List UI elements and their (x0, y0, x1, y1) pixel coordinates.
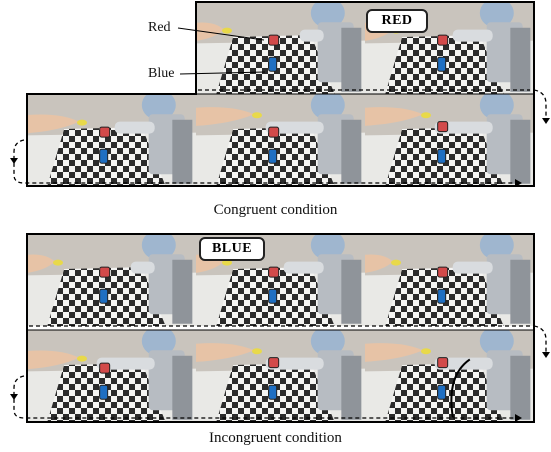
arrow-head (515, 179, 522, 187)
blue-leader-line (179, 71, 266, 75)
trajectory-line (450, 358, 471, 418)
robot (434, 94, 531, 184)
yellow-object (77, 355, 87, 362)
robot (96, 330, 193, 420)
human-hand (365, 254, 393, 273)
yellow-object (222, 27, 232, 34)
arrow-head (542, 118, 550, 124)
red-block (99, 362, 111, 374)
video-frame (196, 2, 365, 94)
blue-block (437, 384, 447, 400)
red-block (437, 266, 449, 278)
robot (283, 234, 362, 324)
arrow-head (10, 158, 18, 164)
red-block (437, 357, 449, 369)
incongruent-speech-callout: BLUE (199, 237, 265, 261)
video-frame (196, 234, 365, 326)
red-block (99, 266, 111, 278)
robot (452, 2, 531, 92)
yellow-object (421, 348, 431, 355)
blue-block (437, 56, 447, 72)
human-hand (196, 22, 224, 41)
yellow-object (421, 112, 431, 119)
video-frame (365, 94, 534, 186)
congruent-speech-callout: RED (366, 9, 428, 33)
congruent-caption: Congruent condition (213, 202, 338, 218)
video-frame (196, 94, 365, 186)
video-frame (27, 234, 196, 326)
robot (434, 330, 531, 420)
red-label: Red (148, 20, 171, 35)
human-hand (27, 114, 79, 134)
blue-label: Blue (148, 66, 175, 81)
incongruent-caption: Incongruent condition (209, 430, 342, 446)
human-hand (365, 107, 423, 126)
human-hand (365, 343, 423, 362)
blue-block (99, 148, 109, 164)
red-block (437, 34, 449, 46)
human-hand (27, 254, 55, 273)
red-leader-line (177, 27, 265, 41)
arrow-head (10, 394, 18, 400)
blue-block (99, 384, 109, 400)
video-frame (365, 330, 534, 422)
blue-block (437, 148, 447, 164)
arrow-head (542, 352, 550, 358)
video-frame (27, 94, 196, 186)
flow-arrow (13, 139, 514, 184)
red-block (268, 126, 280, 138)
human-hand (196, 107, 254, 126)
video-frame (196, 330, 365, 422)
yellow-object (77, 119, 87, 126)
blue-block (99, 288, 109, 304)
flow-arrow (13, 375, 514, 419)
yellow-object (53, 259, 63, 266)
blue-block (268, 148, 278, 164)
blue-block (268, 56, 278, 72)
blue-block (268, 384, 278, 400)
incongruent-border (26, 233, 535, 423)
robot (114, 94, 193, 184)
yellow-object (391, 259, 401, 266)
red-block (437, 121, 449, 133)
yellow-object (252, 112, 262, 119)
robot (265, 94, 362, 184)
red-block (268, 34, 280, 46)
robot (265, 330, 362, 420)
red-block (99, 126, 111, 138)
blue-block (268, 288, 278, 304)
flow-arrow (533, 89, 547, 118)
robot (452, 234, 531, 324)
blue-block (437, 288, 447, 304)
video-frame (365, 2, 534, 94)
yellow-object (222, 259, 232, 266)
red-block (268, 266, 280, 278)
video-frame (27, 330, 196, 422)
yellow-object (252, 348, 262, 355)
video-frame (365, 234, 534, 326)
flow-arrow (533, 325, 547, 352)
robot (130, 234, 193, 324)
red-block (268, 357, 280, 369)
human-hand (196, 343, 254, 362)
robot (299, 2, 362, 92)
human-hand (27, 350, 79, 370)
arrow-head (515, 414, 522, 422)
